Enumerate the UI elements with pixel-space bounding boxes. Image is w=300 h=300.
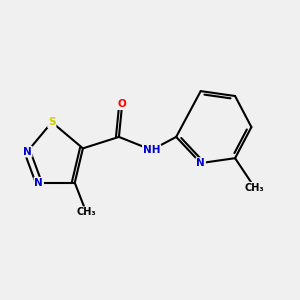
Text: CH₃: CH₃	[245, 183, 265, 193]
Text: O: O	[118, 99, 127, 109]
Text: N: N	[23, 147, 32, 157]
Text: S: S	[48, 117, 56, 127]
Text: CH₃: CH₃	[76, 207, 96, 217]
Text: N: N	[196, 158, 205, 168]
Text: NH: NH	[143, 145, 160, 155]
Text: N: N	[34, 178, 43, 188]
